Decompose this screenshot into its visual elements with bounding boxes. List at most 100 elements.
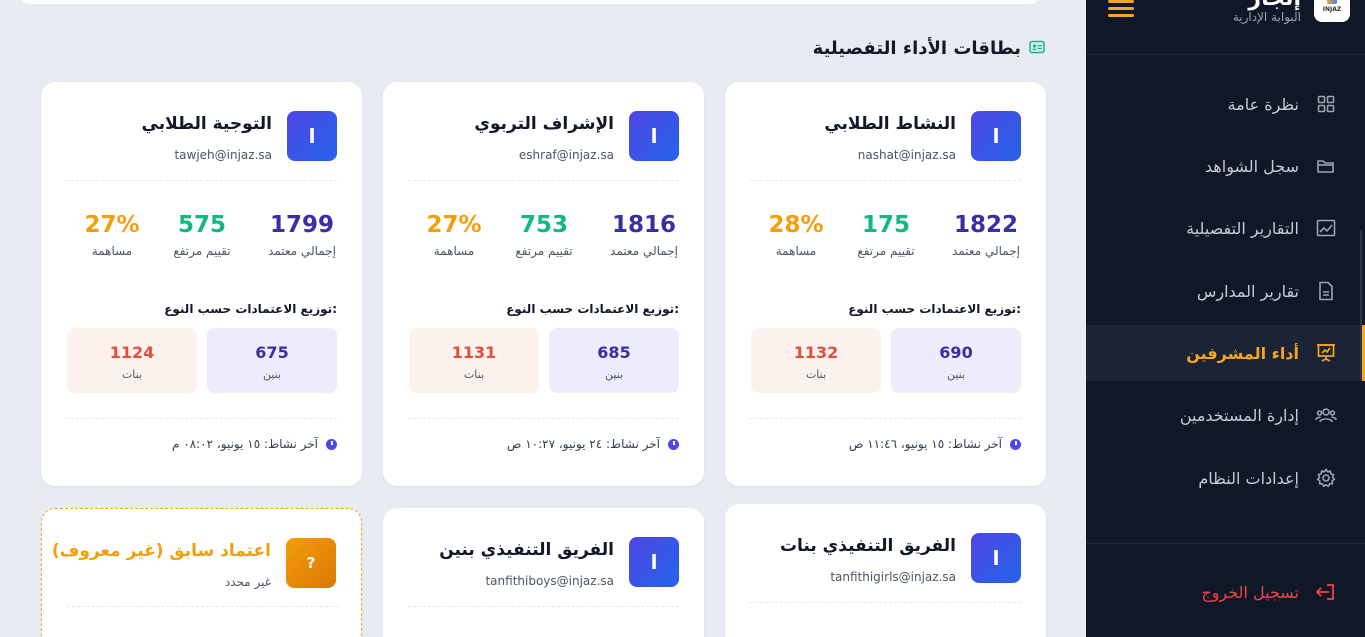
supervisor-email: eshraf@injaz.sa (518, 148, 614, 162)
stat-contribution-label: مساهمة (775, 244, 817, 258)
supervisor-email: tanfithigirls@injaz.sa (830, 570, 956, 584)
logout-button[interactable]: تسجيل الخروج (1086, 564, 1365, 620)
brand-title: إنجاز (1248, 0, 1301, 11)
stat-total-label: إجمالي معتمد (952, 244, 1020, 258)
supervisor-avatar: ا (971, 111, 1021, 161)
sidebar-item-system-settings[interactable]: إعدادات النظام (1086, 450, 1365, 506)
supervisor-email: tanfithiboys@injaz.sa (485, 574, 614, 588)
grid-icon (1315, 93, 1337, 115)
brand: إنجاز البوابة الإدارية INJAZ (1086, 0, 1365, 55)
logo: INJAZ (1314, 0, 1350, 22)
stat-high-label: تقييم مرتفع (173, 244, 231, 258)
girls-box: 1132 بنات (751, 328, 881, 393)
girls-count: 1124 (109, 343, 155, 362)
stat-contribution: 27% مساهمة (67, 212, 157, 258)
stat-high-value: 753 (519, 212, 568, 238)
divider (66, 418, 337, 419)
clock-icon (668, 438, 679, 450)
supervisor-email: nashat@injaz.sa (857, 148, 956, 162)
stat-high-value: 175 (861, 212, 910, 238)
stat-total-value: 1822 (953, 212, 1018, 238)
stat-total: 1816 إجمالي معتمد (599, 212, 689, 258)
logo-text: INJAZ (1322, 5, 1342, 13)
clock-icon (326, 438, 337, 450)
supervisor-card[interactable]: ا النشاط الطلابي nashat@injaz.sa 1822 إجم… (725, 82, 1046, 486)
stat-contribution-value: 27% (84, 212, 140, 238)
logout-icon (1315, 581, 1337, 603)
sidebar-item-label: التقارير التفصيلية (1186, 218, 1299, 238)
boys-box: 690 بنين (891, 328, 1021, 393)
sidebar-item-overview[interactable]: نظرة عامة (1086, 76, 1365, 132)
section-title: بطاقات الأداء التفصيلية (813, 38, 1045, 59)
boys-count: 675 (255, 343, 289, 362)
id-card-icon (1029, 38, 1045, 59)
presentation-icon (1315, 342, 1337, 364)
sidebar-item-label: نظرة عامة (1227, 94, 1299, 114)
sidebar-item-detailed-reports[interactable]: التقارير التفصيلية (1086, 200, 1365, 256)
brand-subtitle: البوابة الإدارية (1232, 10, 1301, 24)
girls-label: بنات (463, 368, 485, 381)
scrollbar[interactable] (1360, 230, 1362, 380)
unknown-approval-card[interactable]: ? اعتماد سابق (غير معروف) غير محدد (41, 508, 362, 637)
stat-total-value: 1799 (269, 212, 334, 238)
stat-contribution: 28% مساهمة (751, 212, 841, 258)
stat-total-label: إجمالي معتمد (268, 244, 336, 258)
last-activity: آخر نشاط: ١٥ يونيو، ٠٨:٠٢ م (172, 437, 337, 451)
supervisor-card[interactable]: ا الفريق التنفيذي بنين tanfithiboys@inja… (383, 508, 704, 637)
sidebar-item-supervisors-performance[interactable]: أداء المشرفين (1086, 325, 1365, 381)
supervisor-name: النشاط الطلابي (824, 114, 956, 134)
girls-box: 1124 بنات (67, 328, 197, 393)
clock-icon (1010, 438, 1021, 450)
divider (408, 180, 679, 181)
users-icon (1315, 404, 1337, 426)
divider (408, 606, 679, 607)
stat-total: 1822 إجمالي معتمد (941, 212, 1031, 258)
sidebar-item-label: تقارير المدارس (1196, 281, 1299, 301)
boys-box: 675 بنين (207, 328, 337, 393)
last-activity: آخر نشاط: ١٥ يونيو، ١١:٤٦ ص (849, 437, 1021, 451)
supervisor-name: الإشراف التربوي (474, 114, 614, 134)
divider (750, 602, 1021, 603)
folder-icon (1315, 155, 1337, 177)
sidebar-item-school-reports[interactable]: تقارير المدارس (1086, 263, 1365, 319)
stat-high: 175 تقييم مرتفع (841, 212, 931, 258)
stat-contribution-value: 27% (426, 212, 482, 238)
divider (66, 180, 337, 181)
stat-contribution-label: مساهمة (91, 244, 133, 258)
sidebar-item-evidence[interactable]: سجل الشواهد (1086, 138, 1365, 194)
divider (67, 606, 338, 607)
stat-total-label: إجمالي معتمد (610, 244, 678, 258)
girls-label: بنات (121, 368, 143, 381)
menu-toggle-icon[interactable] (1108, 0, 1136, 17)
last-activity-text: آخر نشاط: ٢٤ يونيو، ١٠:٢٧ ص (506, 437, 660, 451)
supervisor-avatar: ا (971, 533, 1021, 583)
divider (1086, 543, 1365, 544)
sidebar: إنجاز البوابة الإدارية INJAZ نظرة عامة س… (1086, 0, 1365, 637)
girls-count: 1131 (451, 343, 497, 362)
supervisor-avatar: ا (629, 537, 679, 587)
supervisor-email: غير محدد (224, 575, 271, 589)
last-activity: آخر نشاط: ٢٤ يونيو، ١٠:٢٧ ص (507, 437, 679, 451)
supervisor-email: tawjeh@injaz.sa (174, 148, 272, 162)
girls-count: 1132 (793, 343, 839, 362)
stat-contribution-value: 28% (768, 212, 824, 238)
boys-count: 690 (939, 343, 973, 362)
chart-line-icon (1315, 217, 1337, 239)
divider (750, 418, 1021, 419)
supervisor-card[interactable]: ا التوجية الطلابي tawjeh@injaz.sa 1799 إج… (41, 82, 362, 486)
sidebar-item-label: أداء المشرفين (1186, 343, 1299, 363)
supervisor-name: الفريق التنفيذي بنين (439, 540, 614, 560)
supervisor-card[interactable]: ا الإشراف التربوي eshraf@injaz.sa 1816 إج… (383, 82, 704, 486)
section-title-text: بطاقات الأداء التفصيلية (812, 38, 1021, 59)
stat-high: 753 تقييم مرتفع (499, 212, 589, 258)
girls-label: بنات (805, 368, 827, 381)
unknown-avatar: ? (286, 538, 336, 588)
sidebar-item-user-management[interactable]: إدارة المستخدمين (1086, 387, 1365, 443)
gear-icon (1315, 467, 1337, 489)
supervisor-card[interactable]: ا الفريق التنفيذي بنات tanfithigirls@inj… (725, 504, 1046, 637)
girls-box: 1131 بنات (409, 328, 539, 393)
stat-contribution-label: مساهمة (433, 244, 475, 258)
boys-label: بنين (262, 368, 282, 381)
distribution-title: توزيع الاعتمادات حسب النوع: (506, 302, 679, 316)
supervisor-name: اعتماد سابق (غير معروف) (51, 541, 271, 561)
